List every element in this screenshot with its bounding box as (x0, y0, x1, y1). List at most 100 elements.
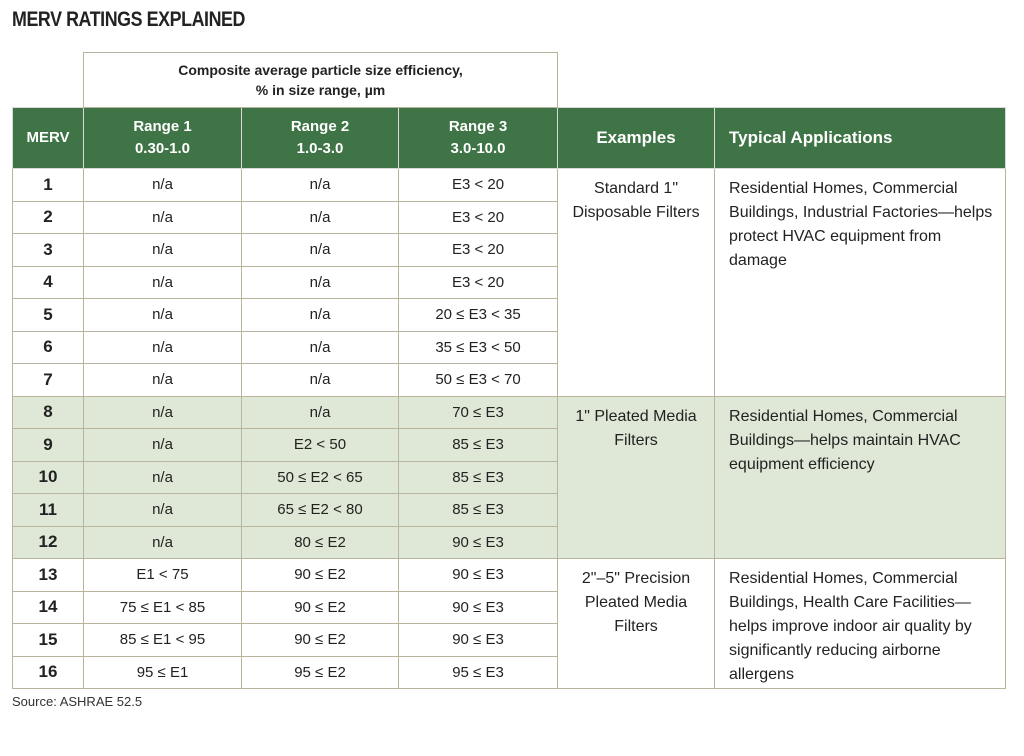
merv-cell: 1 (12, 168, 84, 202)
source: Source: ASHRAE 52.5 (12, 694, 143, 709)
merv-cell: 9 (12, 428, 84, 462)
header-name: Examples (596, 128, 676, 147)
header-range: 3.0-10.0 (450, 140, 506, 157)
body-row: 12 n/a 80 ≤ E2 90 ≤ E3 (12, 525, 1006, 559)
range-cell: n/a (241, 363, 399, 397)
body-row: 8 n/a n/a 70 ≤ E3 1" Pleated Media Filters Re… (12, 395, 1007, 559)
body-row: 4 n/a n/a E3 < 20 (12, 265, 1006, 299)
range-cell: n/a (241, 233, 399, 267)
range-cell: n/a (83, 233, 242, 267)
body-row: 6 n/a n/a 35 ≤ E3 < 50 (12, 330, 1006, 364)
body-row: 15 85 ≤ E1 < 95 90 ≤ E2 90 ≤ E3 (12, 623, 1006, 657)
range-cell: 50 ≤ E2 < 65 (241, 460, 399, 494)
merv-cell: 11 (12, 493, 84, 527)
range-cell: 85 ≤ E3 (397, 428, 559, 462)
body-row: 3 n/a n/a E3 < 20 (12, 233, 1006, 267)
range-cell: n/a (241, 168, 399, 202)
range-cell: n/a (241, 298, 399, 332)
body-row: 1 n/a n/a E3 < 20 Standard 1" Disposable Fil… (12, 168, 1007, 397)
header-name: MERV (26, 129, 70, 146)
body-row: 7 n/a n/a 50 ≤ E3 < 70 (12, 363, 1006, 397)
applications-cell: Residential Homes, Commercial Buildings,… (714, 558, 1007, 689)
super-header-line: Composite average particle size efficien… (178, 62, 463, 78)
body-row: 9 n/a E2 < 50 85 ≤ E3 (12, 428, 1006, 462)
range-cell: 85 ≤ E3 (397, 493, 559, 527)
merv-cell: 5 (12, 298, 84, 332)
table-body: Composite average particle size efficien… (12, 52, 1007, 689)
body-row: 11 n/a 65 ≤ E2 < 80 85 ≤ E3 (12, 493, 1006, 527)
blank-cell (13, 53, 84, 108)
body-row: 14 75 ≤ E1 < 85 90 ≤ E2 90 ≤ E3 (12, 590, 1006, 624)
header-range: 0.30-1.0 (134, 140, 191, 157)
examples-cell: Standard 1" Disposable Filters (557, 168, 716, 397)
range-cell: 65 ≤ E2 < 80 (241, 493, 399, 527)
range-cell: 95 ≤ E2 (241, 655, 399, 689)
range-cell: E3 < 20 (397, 168, 559, 202)
range-cell: n/a (83, 493, 242, 527)
range-cell: n/a (83, 363, 242, 397)
range-cell: E3 < 20 (397, 265, 559, 299)
range-cell: 95 ≤ E1 (83, 655, 242, 689)
header-range: 1.0-3.0 (296, 140, 344, 157)
header-cell: Range 2 1.0-3.0 (241, 107, 399, 169)
range-cell: 85 ≤ E3 (397, 460, 559, 494)
examples-cell: 2"–5" Precision Pleated Media Filters (557, 558, 716, 689)
range-cell: 90 ≤ E3 (397, 525, 559, 559)
range-cell: 70 ≤ E3 (397, 395, 559, 429)
merv-cell: 16 (12, 655, 84, 689)
body-row: 10 n/a 50 ≤ E2 < 65 85 ≤ E3 (12, 460, 1006, 494)
examples-cell: 1" Pleated Media Filters (557, 395, 716, 559)
merv-cell: 10 (12, 460, 84, 494)
range-cell: 80 ≤ E2 (241, 525, 399, 559)
range-cell: n/a (241, 395, 399, 429)
range-cell: n/a (241, 265, 399, 299)
applications-cell: Residential Homes, Commercial Buildings,… (714, 168, 1007, 397)
range-cell: n/a (83, 265, 242, 299)
body-row: 16 95 ≤ E1 95 ≤ E2 95 ≤ E3 (12, 655, 1006, 689)
range-cell: n/a (241, 200, 399, 234)
blank-cell (558, 53, 1006, 108)
range-cell: 35 ≤ E3 < 50 (397, 330, 559, 364)
header-cell: Range 1 0.30-1.0 (83, 107, 242, 169)
merv-cell: 3 (12, 233, 84, 267)
merv-cell: 8 (12, 395, 84, 429)
body-row: 13 E1 < 75 90 ≤ E2 90 ≤ E3 2"–5" Precision P… (12, 558, 1007, 689)
body-row: 5 n/a n/a 20 ≤ E3 < 35 (12, 298, 1006, 332)
range-cell: 90 ≤ E3 (397, 623, 559, 657)
range-cell: E3 < 20 (397, 233, 559, 267)
header-row: MERV Range 1 0.30-1.0 Range 2 1.0-3.0 Range 3… (12, 107, 1007, 169)
range-cell: 20 ≤ E3 < 35 (397, 298, 559, 332)
header-name: Range 3 (448, 118, 508, 135)
applications-cell: Residential Homes, Commercial Buildings—… (714, 395, 1007, 559)
header-cell: MERV (12, 107, 84, 169)
header-name: Typical Applications (729, 128, 893, 147)
range-cell: 85 ≤ E1 < 95 (83, 623, 242, 657)
range-cell: E2 < 50 (241, 428, 399, 462)
merv-table: Composite average particle size efficien… (12, 52, 1007, 689)
range-cell: n/a (83, 428, 242, 462)
super-header-row: Composite average particle size efficien… (13, 52, 1006, 108)
header-name: Range 1 (133, 118, 192, 135)
header-cell: Examples (557, 107, 716, 169)
range-cell: n/a (241, 330, 399, 364)
merv-cell: 13 (12, 558, 84, 592)
merv-cell: 4 (12, 265, 84, 299)
range-cell: 90 ≤ E3 (397, 558, 559, 592)
range-cell: 95 ≤ E3 (397, 655, 559, 689)
range-cell: 50 ≤ E3 < 70 (397, 363, 559, 397)
header-cell: Range 3 3.0-10.0 (397, 107, 559, 169)
range-cell: n/a (83, 200, 242, 234)
range-cell: n/a (83, 298, 242, 332)
title: MERV RATINGS EXPLAINED (12, 8, 245, 31)
header-cell: Typical Applications (714, 107, 1007, 169)
range-cell: E3 < 20 (397, 200, 559, 234)
range-cell: n/a (83, 330, 242, 364)
merv-cell: 2 (12, 200, 84, 234)
super-header-line: % in size range, µm (255, 82, 386, 98)
range-cell: 90 ≤ E2 (241, 558, 399, 592)
header-name: Range 2 (290, 118, 350, 135)
range-cell: 90 ≤ E3 (397, 590, 559, 624)
range-cell: 90 ≤ E2 (241, 623, 399, 657)
range-cell: 75 ≤ E1 < 85 (83, 590, 242, 624)
